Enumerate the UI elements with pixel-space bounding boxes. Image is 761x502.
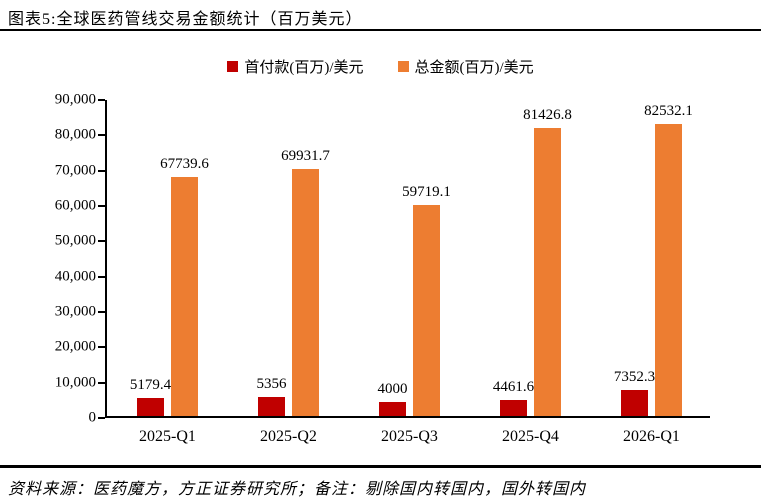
legend-item-total: 总金额(百万)/美元 [397,56,534,77]
y-axis-tick-label: 80,000 [54,126,96,143]
bar-value-total: 69931.7 [281,147,330,164]
bar-total [655,124,682,416]
legend-label-total: 总金额(百万)/美元 [414,60,534,76]
y-axis-tick [98,417,105,419]
y-axis-tick-label: 10,000 [54,374,96,391]
y-axis-tick [98,205,105,207]
legend-item-upfront: 首付款(百万)/美元 [227,56,364,77]
source-note: 资料来源：医药魔方，方正证券研究所；备注：剔除国内转国内，国外转国内 [8,481,587,498]
bar-upfront [621,390,648,416]
bar-value-upfront: 4461.6 [492,379,535,396]
legend-swatch-upfront-icon [227,61,239,72]
bar-upfront [379,401,406,416]
bar-value-total: 67739.6 [160,155,209,172]
bar-value-total: 59719.1 [402,184,451,200]
footer-divider [0,465,761,468]
x-axis-category-label: 2025-Q1 [139,428,196,445]
bar-value-upfront: 7352.3 [613,369,656,386]
x-axis-category-label: 2025-Q3 [381,428,438,445]
bar-total [534,128,561,416]
y-axis-tick [98,99,105,101]
bar-value-upfront: 4000 [377,380,408,397]
y-axis-tick [98,240,105,243]
y-axis-tick-label: 60,000 [54,197,96,214]
y-axis-tick [98,134,105,137]
bar-value-total: 82532.1 [644,103,693,120]
legend-label-upfront: 首付款(百万)/美元 [244,60,364,76]
y-axis-tick-label: 30,000 [54,303,96,320]
bar-upfront [500,400,527,416]
chart-title: 图表5:全球医药管线交易金额统计（百万美元） [8,11,363,28]
x-axis-category-label: 2025-Q2 [260,428,317,445]
y-axis-tick [98,311,105,313]
y-axis-tick [98,275,105,278]
bar-value-upfront: 5356 [256,376,287,393]
chart-legend: 首付款(百万)/美元 总金额(百万)/美元 [0,56,761,77]
y-axis-labels: 0 10,000 20,000 30,000 40,000 50,000 60,000 70,… [0,92,96,426]
y-axis-tick [98,346,105,349]
y-axis-tick-label: 20,000 [54,338,96,355]
y-axis-tick-label: 40,000 [54,268,96,285]
bar-total [413,205,440,416]
bar-value-total: 81426.8 [523,107,572,124]
y-axis-tick-label: 0 [88,409,97,426]
x-axis-category-label: 2026-Q1 [623,428,680,445]
bar-value-upfront: 5179.4 [129,376,172,393]
y-axis-tick-label: 70,000 [54,162,96,179]
y-axis-tick-label: 90,000 [54,91,96,108]
plot-area: 5179.4 67739.6 2025-Q1 5356 69931.7 2025-Q2 40… [98,99,710,445]
legend-swatch-total-icon [397,61,409,72]
y-axis-tick-label: 50,000 [54,232,96,249]
y-axis-tick [98,169,105,172]
y-axis-tick [98,381,105,384]
bar-upfront [137,397,164,416]
bar-upfront [258,397,285,416]
bar-total [171,176,198,416]
bar-total [292,168,319,416]
title-divider [0,29,761,31]
x-axis-category-label: 2025-Q4 [502,428,559,445]
